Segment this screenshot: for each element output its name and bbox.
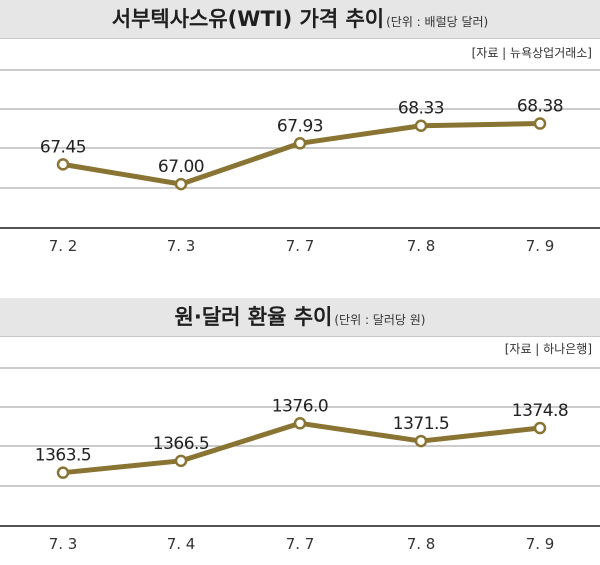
usd-krw-x-tick-label: 7. 4 — [167, 535, 196, 553]
usd-krw-data-point — [533, 421, 547, 435]
wti-source: [자료 | 뉴욕상업거래소] — [471, 46, 592, 60]
usd-krw-title-main: 원·달러 환율 추이 — [174, 305, 333, 329]
usd-krw-x-tick-label: 7. 9 — [526, 535, 555, 553]
wti-data-point — [414, 119, 428, 132]
wti-data-label: 67.45 — [40, 137, 86, 157]
usd-krw-data-point — [174, 454, 188, 468]
usd-krw-x-tick-label: 7. 8 — [407, 535, 436, 553]
usd-krw-title-unit: (단위 : 달러당 원) — [334, 313, 426, 327]
usd-krw-data-point — [414, 434, 428, 448]
wti-price-chart: 67.45 67.00 67.93 68.33 68.38 7. 2 7. 3 7. 7 7. … — [0, 0, 600, 280]
wti-x-tick-label: 7. 2 — [49, 237, 78, 255]
usd-krw-chart: 1363.5 1366.5 1376.0 1371.5 1374.8 7. 3 7. 4 7.… — [0, 298, 600, 565]
usd-krw-title-bar: 원·달러 환율 추이 (단위 : 달러당 원) — [0, 298, 600, 337]
wti-data-point — [533, 117, 547, 130]
wti-title-bar: 서부텍사스유(WTI) 가격 추이 (단위 : 배럴당 달러) — [0, 0, 600, 39]
usd-krw-title: 원·달러 환율 추이 (단위 : 달러당 원) — [0, 298, 600, 336]
usd-krw-source: [자료 | 하나은행] — [504, 342, 592, 356]
wti-data-label: 68.38 — [517, 97, 563, 117]
wti-title-main: 서부텍사스유(WTI) 가격 추이 — [111, 7, 385, 31]
wti-x-tick-label: 7. 7 — [286, 237, 315, 255]
wti-x-tick-label: 7. 8 — [407, 237, 436, 255]
wti-data-point — [174, 177, 188, 191]
usd-krw-x-tick-label: 7. 3 — [49, 535, 78, 553]
usd-krw-data-label: 1363.5 — [35, 446, 91, 466]
usd-krw-x-tick-label: 7. 7 — [286, 535, 315, 553]
usd-krw-data-point — [56, 466, 70, 479]
wti-title-unit: (단위 : 배럴당 달러) — [386, 15, 489, 29]
usd-krw-data-label: 1371.5 — [393, 414, 449, 434]
wti-data-label: 68.33 — [398, 99, 444, 119]
usd-krw-data-point — [293, 417, 307, 430]
usd-krw-data-label: 1374.8 — [512, 401, 568, 421]
wti-data-point — [293, 137, 307, 150]
usd-krw-data-label: 1366.5 — [153, 434, 209, 454]
usd-krw-chart-plot: 1363.5 1366.5 1376.0 1371.5 1374.8 7. 3 7. 4 7.… — [0, 367, 600, 553]
wti-x-tick-label: 7. 9 — [526, 237, 555, 255]
wti-x-tick-label: 7. 3 — [167, 237, 196, 255]
wti-title: 서부텍사스유(WTI) 가격 추이 (단위 : 배럴당 달러) — [0, 0, 600, 38]
usd-krw-series-line — [60, 420, 543, 476]
wti-chart-plot: 67.45 67.00 67.93 68.33 68.38 7. 2 7. 3 7. 7 7. … — [0, 69, 600, 255]
wti-data-label: 67.00 — [158, 157, 204, 177]
wti-data-label: 67.93 — [277, 116, 323, 136]
usd-krw-data-label: 1376.0 — [272, 396, 328, 416]
wti-data-point — [56, 158, 70, 171]
